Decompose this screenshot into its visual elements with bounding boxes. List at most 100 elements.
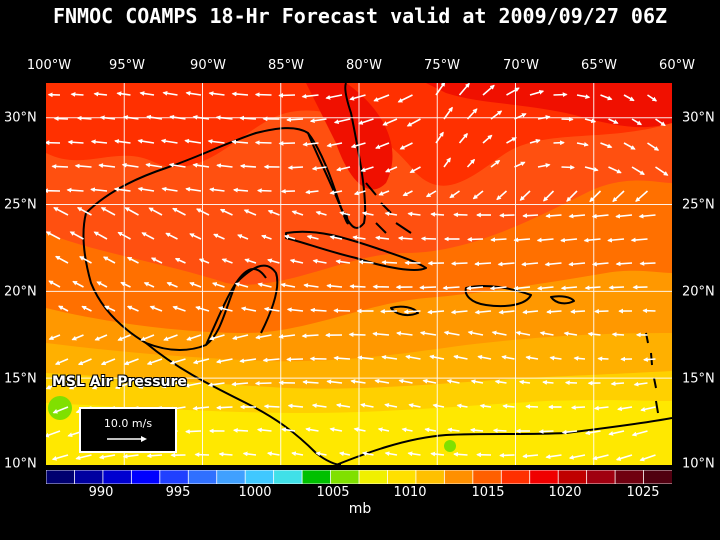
wind-arrow	[192, 114, 210, 120]
wind-arrow	[525, 404, 539, 409]
wind-arrow	[231, 91, 249, 97]
wind-arrow	[286, 356, 304, 362]
wind-arrow	[91, 382, 108, 390]
wind-arrow	[544, 261, 562, 267]
wind-arrow	[184, 138, 202, 144]
wind-arrow	[358, 259, 374, 265]
wind-arrow	[213, 233, 225, 240]
colorbar-swatch	[46, 470, 76, 484]
pressure-map[interactable]	[46, 83, 672, 465]
wind-arrow	[560, 237, 578, 243]
lon-label: 85°W	[268, 58, 304, 73]
wind-arrow	[631, 118, 643, 126]
wind-arrow	[278, 92, 296, 98]
wind-arrow	[46, 382, 61, 390]
wind-arrow	[655, 166, 669, 176]
wind-arrow	[76, 206, 92, 216]
wind-arrow	[647, 94, 658, 102]
pressure-band-1014b	[306, 83, 393, 190]
wind-arrow	[244, 258, 257, 264]
wind-arrow	[561, 164, 575, 170]
wind-arrow	[639, 454, 656, 462]
lon-label: 90°W	[190, 58, 226, 73]
coastlines	[82, 83, 672, 465]
wind-arrow	[165, 232, 178, 240]
colorbar-swatch	[614, 470, 645, 484]
wind-arrow	[502, 403, 515, 409]
wind-arrow	[615, 213, 633, 219]
wind-arrow	[375, 235, 390, 241]
pressure-colorbar	[46, 470, 672, 484]
wind-arrow	[397, 94, 413, 103]
wind-arrow	[607, 237, 625, 243]
wind-arrow	[443, 106, 453, 120]
wind-arrow	[139, 91, 155, 96]
wind-arrow	[185, 91, 202, 96]
wind-arrow	[255, 334, 272, 340]
wind-arrow	[397, 235, 413, 241]
wind-arrow	[589, 190, 602, 203]
wind-arrow	[357, 355, 374, 361]
wind-arrow	[490, 237, 507, 243]
wind-arrow	[333, 308, 351, 314]
colorbar-tick: 1020	[548, 485, 582, 500]
wind-arrow	[360, 166, 374, 173]
wind-arrow	[420, 236, 437, 242]
wind-arrow	[479, 403, 492, 409]
colorbar-swatch	[387, 470, 417, 484]
wind-arrow	[169, 358, 186, 365]
south-america-coast	[335, 417, 672, 465]
wind-arrow	[67, 139, 84, 145]
wind-arrow	[545, 454, 562, 460]
wind-arrow	[638, 213, 656, 219]
lon-label: 60°W	[659, 58, 695, 73]
vector-legend-arrow-icon	[107, 436, 147, 442]
wind-arrow	[396, 331, 413, 336]
lon-label: 95°W	[109, 58, 145, 73]
puerto-rico	[550, 295, 575, 305]
wind-arrow	[570, 405, 586, 410]
wind-arrow	[53, 206, 69, 216]
wind-arrow	[312, 258, 327, 264]
wind-arrow	[123, 358, 139, 366]
wind-arrow	[442, 285, 460, 291]
wind-arrow	[335, 259, 351, 265]
wind-arrow	[403, 309, 421, 315]
wind-arrow	[489, 285, 507, 291]
wind-arrow	[435, 83, 446, 96]
wind-arrow	[474, 261, 492, 267]
wind-arrow	[600, 94, 613, 101]
wind-arrow	[406, 118, 421, 127]
pressure-low-cell	[444, 440, 456, 452]
wind-arrow	[373, 94, 390, 102]
colorbar-tick: 1000	[238, 485, 272, 500]
cuba	[285, 230, 427, 271]
wind-arrow	[518, 379, 531, 385]
wind-arrow	[261, 234, 272, 240]
wind-arrow	[291, 210, 304, 216]
wind-arrow	[631, 430, 648, 437]
wind-arrow	[232, 428, 249, 433]
wind-arrow	[48, 280, 61, 288]
wind-arrow	[591, 213, 609, 219]
wind-arrow	[46, 430, 61, 438]
wind-arrow	[349, 284, 366, 289]
wind-arrow	[207, 139, 225, 144]
wind-arrow	[566, 190, 578, 202]
wind-arrow	[286, 307, 304, 313]
wind-arrow	[466, 158, 476, 168]
wind-arrow	[378, 190, 390, 196]
wind-arrow	[329, 190, 343, 195]
lat-label: 20°N	[682, 284, 715, 300]
wind-arrow	[189, 233, 202, 240]
wind-arrow	[432, 403, 445, 409]
wind-arrow	[266, 451, 280, 457]
colorbar-swatch	[244, 470, 275, 484]
lon-label: 100°W	[26, 58, 72, 73]
wind-arrow	[302, 379, 319, 385]
wind-arrow	[584, 430, 601, 436]
wind-arrow	[231, 381, 249, 387]
wind-arrow	[584, 285, 601, 291]
wind-arrow	[114, 139, 131, 144]
wind-arrow	[168, 162, 186, 168]
